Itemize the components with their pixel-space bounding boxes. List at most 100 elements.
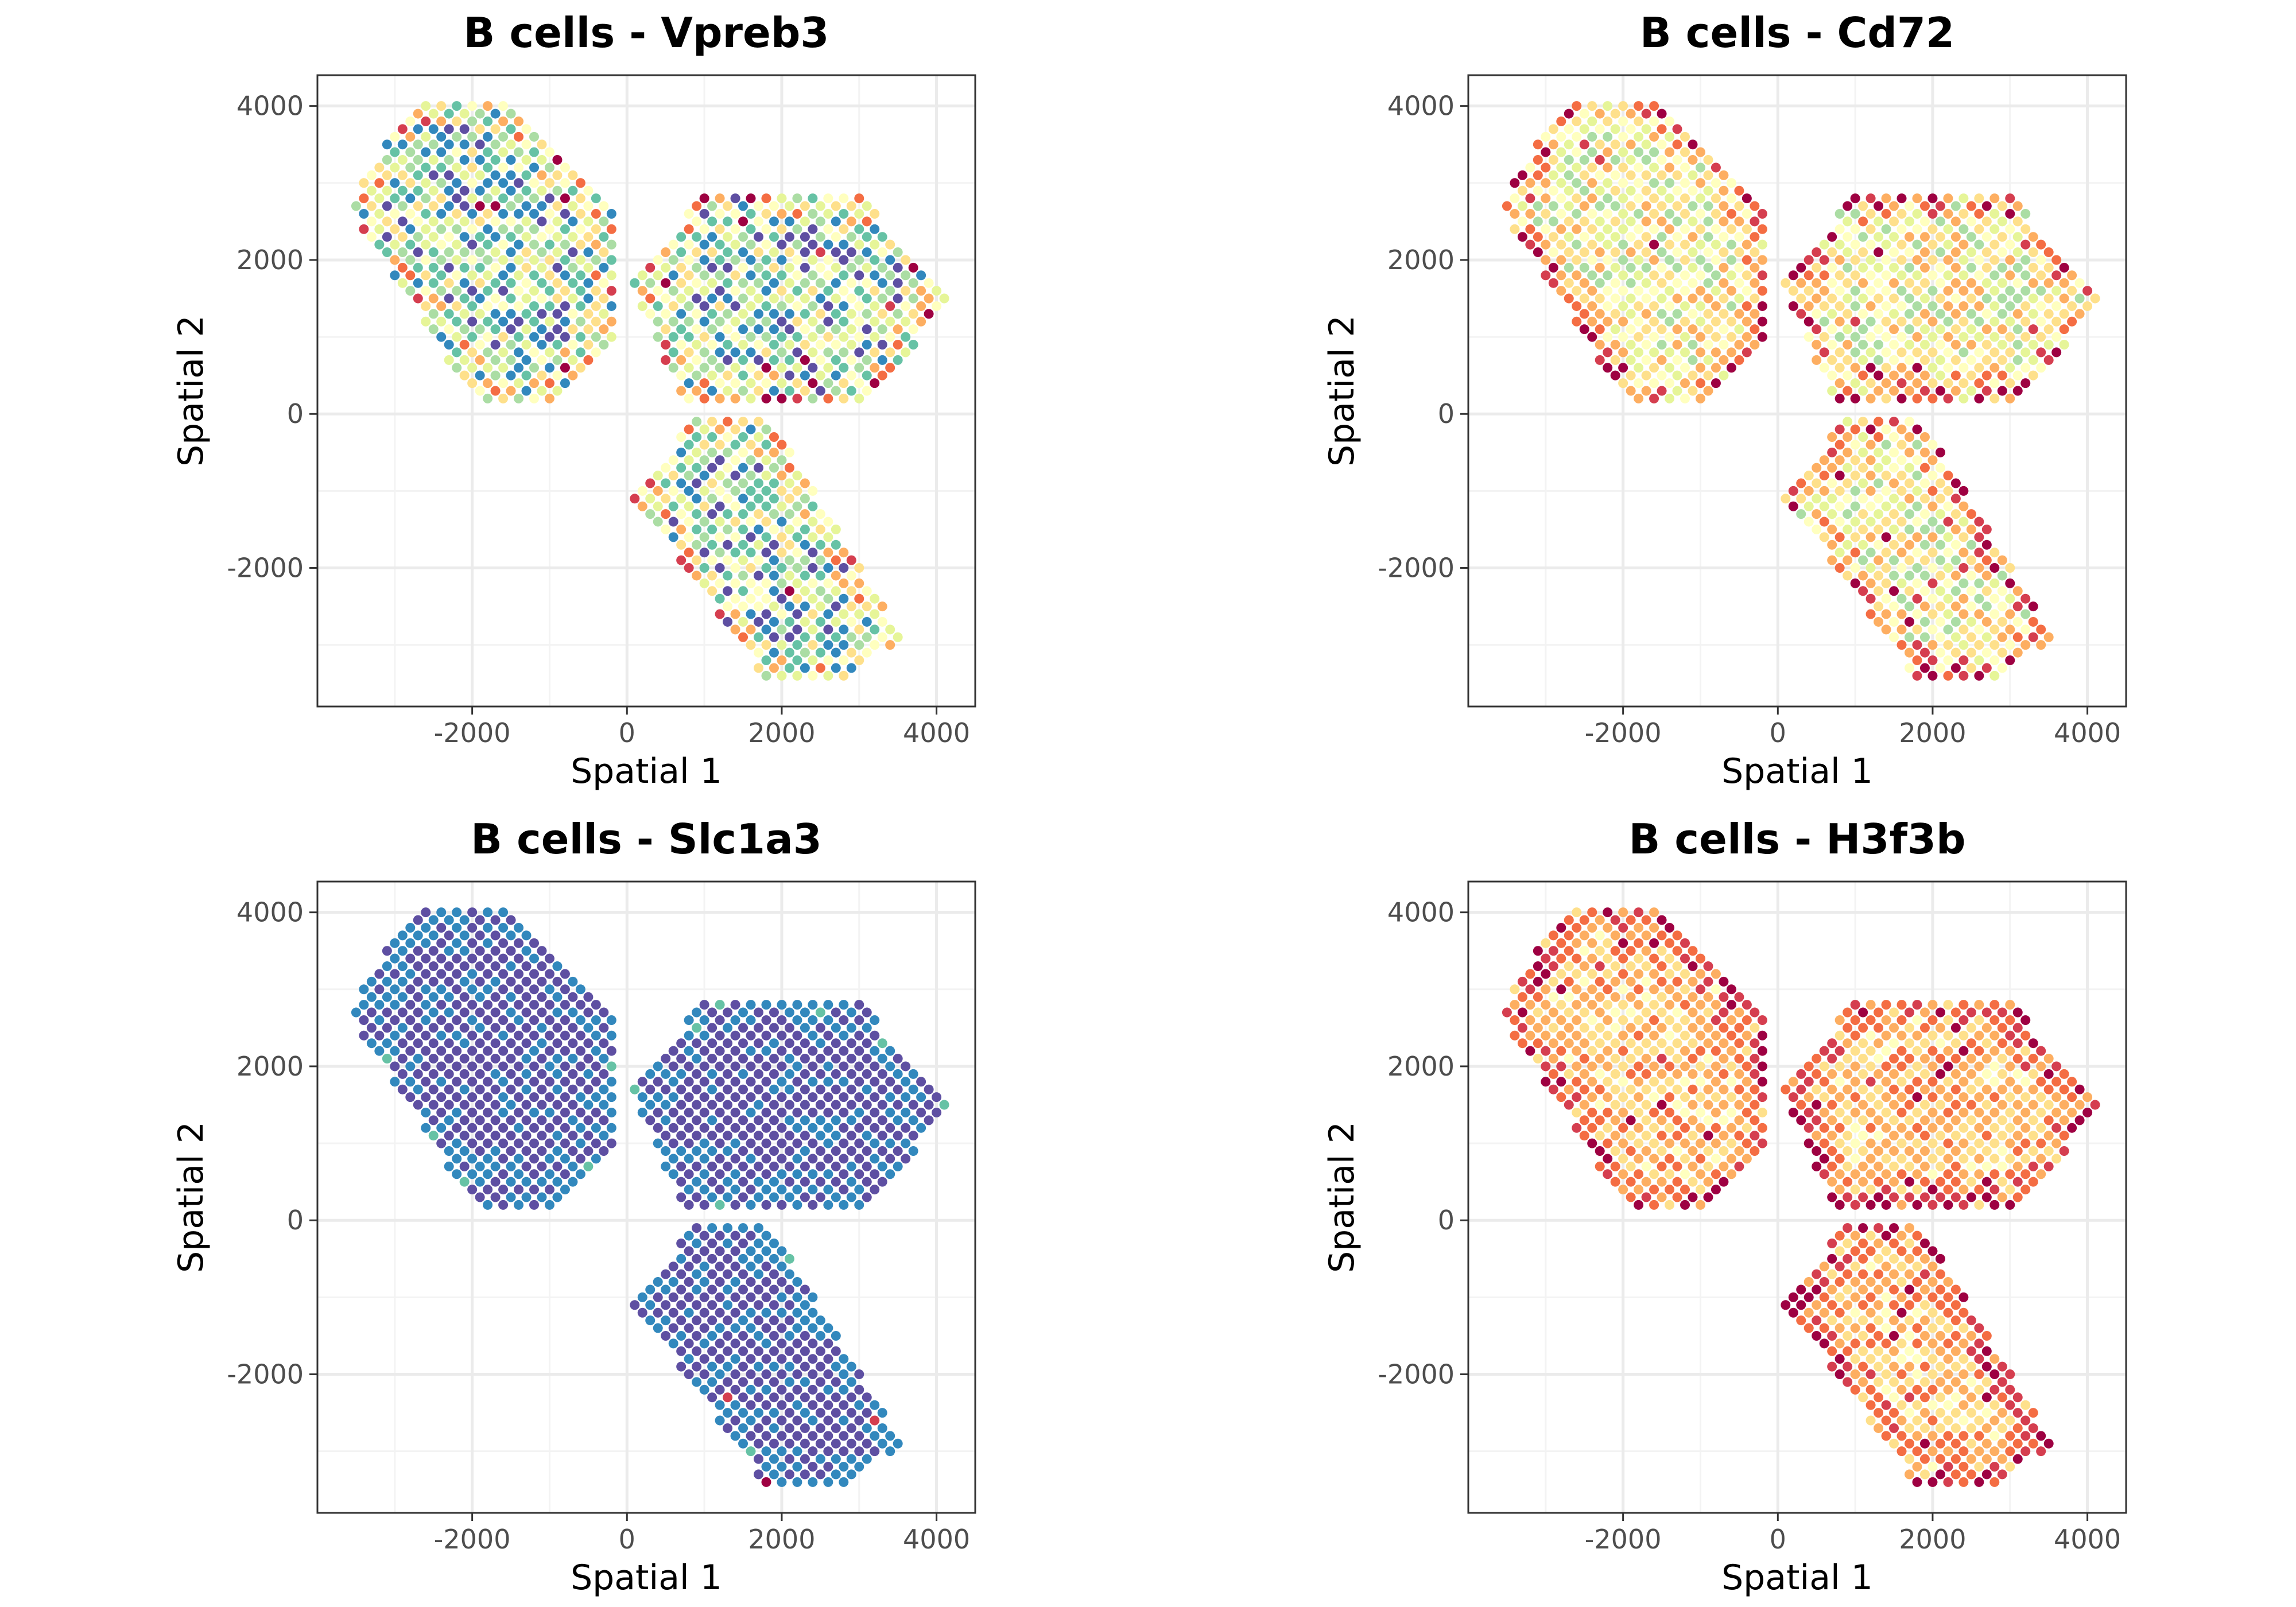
spot-point [1649,255,1659,265]
spot-point [784,447,794,457]
spot-point [1688,386,1698,396]
spot-point [583,201,594,211]
spot-point [1734,247,1744,258]
spot-point [514,332,524,342]
spot-point [1950,1408,1961,1418]
spot-point [1958,1046,1969,1056]
spot-point [413,124,423,134]
spot-point [1997,616,2007,627]
spot-point [800,340,810,350]
spot-point [560,301,570,311]
spot-point [1919,601,1930,612]
spot-point [1634,1200,1644,1210]
spot-point [1919,570,1930,581]
spot-point [1935,201,1945,211]
spot-point [1835,563,1845,573]
spot-point [1843,1177,1853,1187]
spot-point [823,1338,833,1349]
spot-point [1896,1400,1907,1410]
spot-point [2028,1408,2038,1418]
spot-point [730,1030,740,1041]
spot-point [1819,1046,1829,1056]
spot-point [815,1161,825,1171]
spot-point [715,1123,725,1133]
spot-point [2028,601,2038,612]
spot-point [800,1100,810,1110]
spot-point [1966,524,1976,534]
spot-point [753,1069,763,1079]
spot-point [1935,1192,1945,1202]
spot-point [1858,555,1868,565]
spot-point [1657,1054,1667,1064]
spot-point [1618,363,1628,373]
spot-point [421,286,431,296]
spot-point [1927,332,1938,342]
spot-point [823,1354,833,1364]
spot-point [1688,1131,1698,1141]
spot-point [1719,1131,1729,1141]
spot-point [444,1146,454,1156]
spot-point [761,378,771,389]
spot-point [1989,1154,2000,1164]
x-tick-label: -2000 [434,1524,511,1555]
spot-point [707,432,718,442]
spot-point [1904,1192,1914,1202]
spot-point [1672,185,1682,196]
spot-point [1742,332,1752,342]
spot-point [699,393,709,403]
spot-point [1812,1161,1822,1171]
spot-point [390,1030,400,1041]
spot-point [1997,1469,2007,1480]
spot-point [839,1185,849,1195]
spot-point [676,232,687,242]
spot-point [444,976,454,987]
spot-point [390,1000,400,1010]
spot-point [498,301,509,311]
spot-point [668,532,678,542]
spot-point [777,1415,787,1426]
spot-point [1904,1007,1914,1018]
spot-point [459,216,470,227]
spot-point [1904,1054,1914,1064]
spot-point [699,378,709,389]
spot-point [1556,1000,1566,1010]
spot-point [839,670,849,681]
spot-point [1626,216,1636,227]
spot-point [738,278,748,288]
spot-point [552,1038,563,1049]
spot-point [1912,1138,1922,1148]
spot-point [359,178,369,188]
spot-point [1912,1261,1922,1272]
spot-point [1843,278,1853,288]
spot-point [1966,1146,1976,1156]
spot-point [1649,363,1659,373]
spot-point [2012,278,2023,288]
spot-point [792,501,802,511]
spot-point [784,1346,794,1356]
spot-point [1734,992,1744,1002]
spot-point [1889,1161,1899,1171]
spot-point [506,262,516,273]
spot-point [1958,563,1969,573]
spot-point [1927,1077,1938,1087]
spot-point [877,1177,887,1187]
spot-point [1680,208,1690,219]
spot-point [498,332,509,342]
spot-point [854,1077,864,1087]
spot-point [2090,293,2100,304]
spot-point [1958,332,1969,342]
spot-point [692,216,702,227]
spot-point [1804,301,1814,311]
spot-point [1858,340,1868,350]
spot-point [428,108,439,119]
spot-point [2020,270,2031,281]
spot-point [893,324,903,335]
spot-point [1874,1084,1884,1094]
spot-point [684,1200,694,1210]
spot-point [901,255,911,265]
spot-point [537,1038,547,1049]
spot-point [730,239,740,250]
spot-point [1912,1323,1922,1333]
spot-point [692,1161,702,1171]
spot-point [645,309,656,319]
